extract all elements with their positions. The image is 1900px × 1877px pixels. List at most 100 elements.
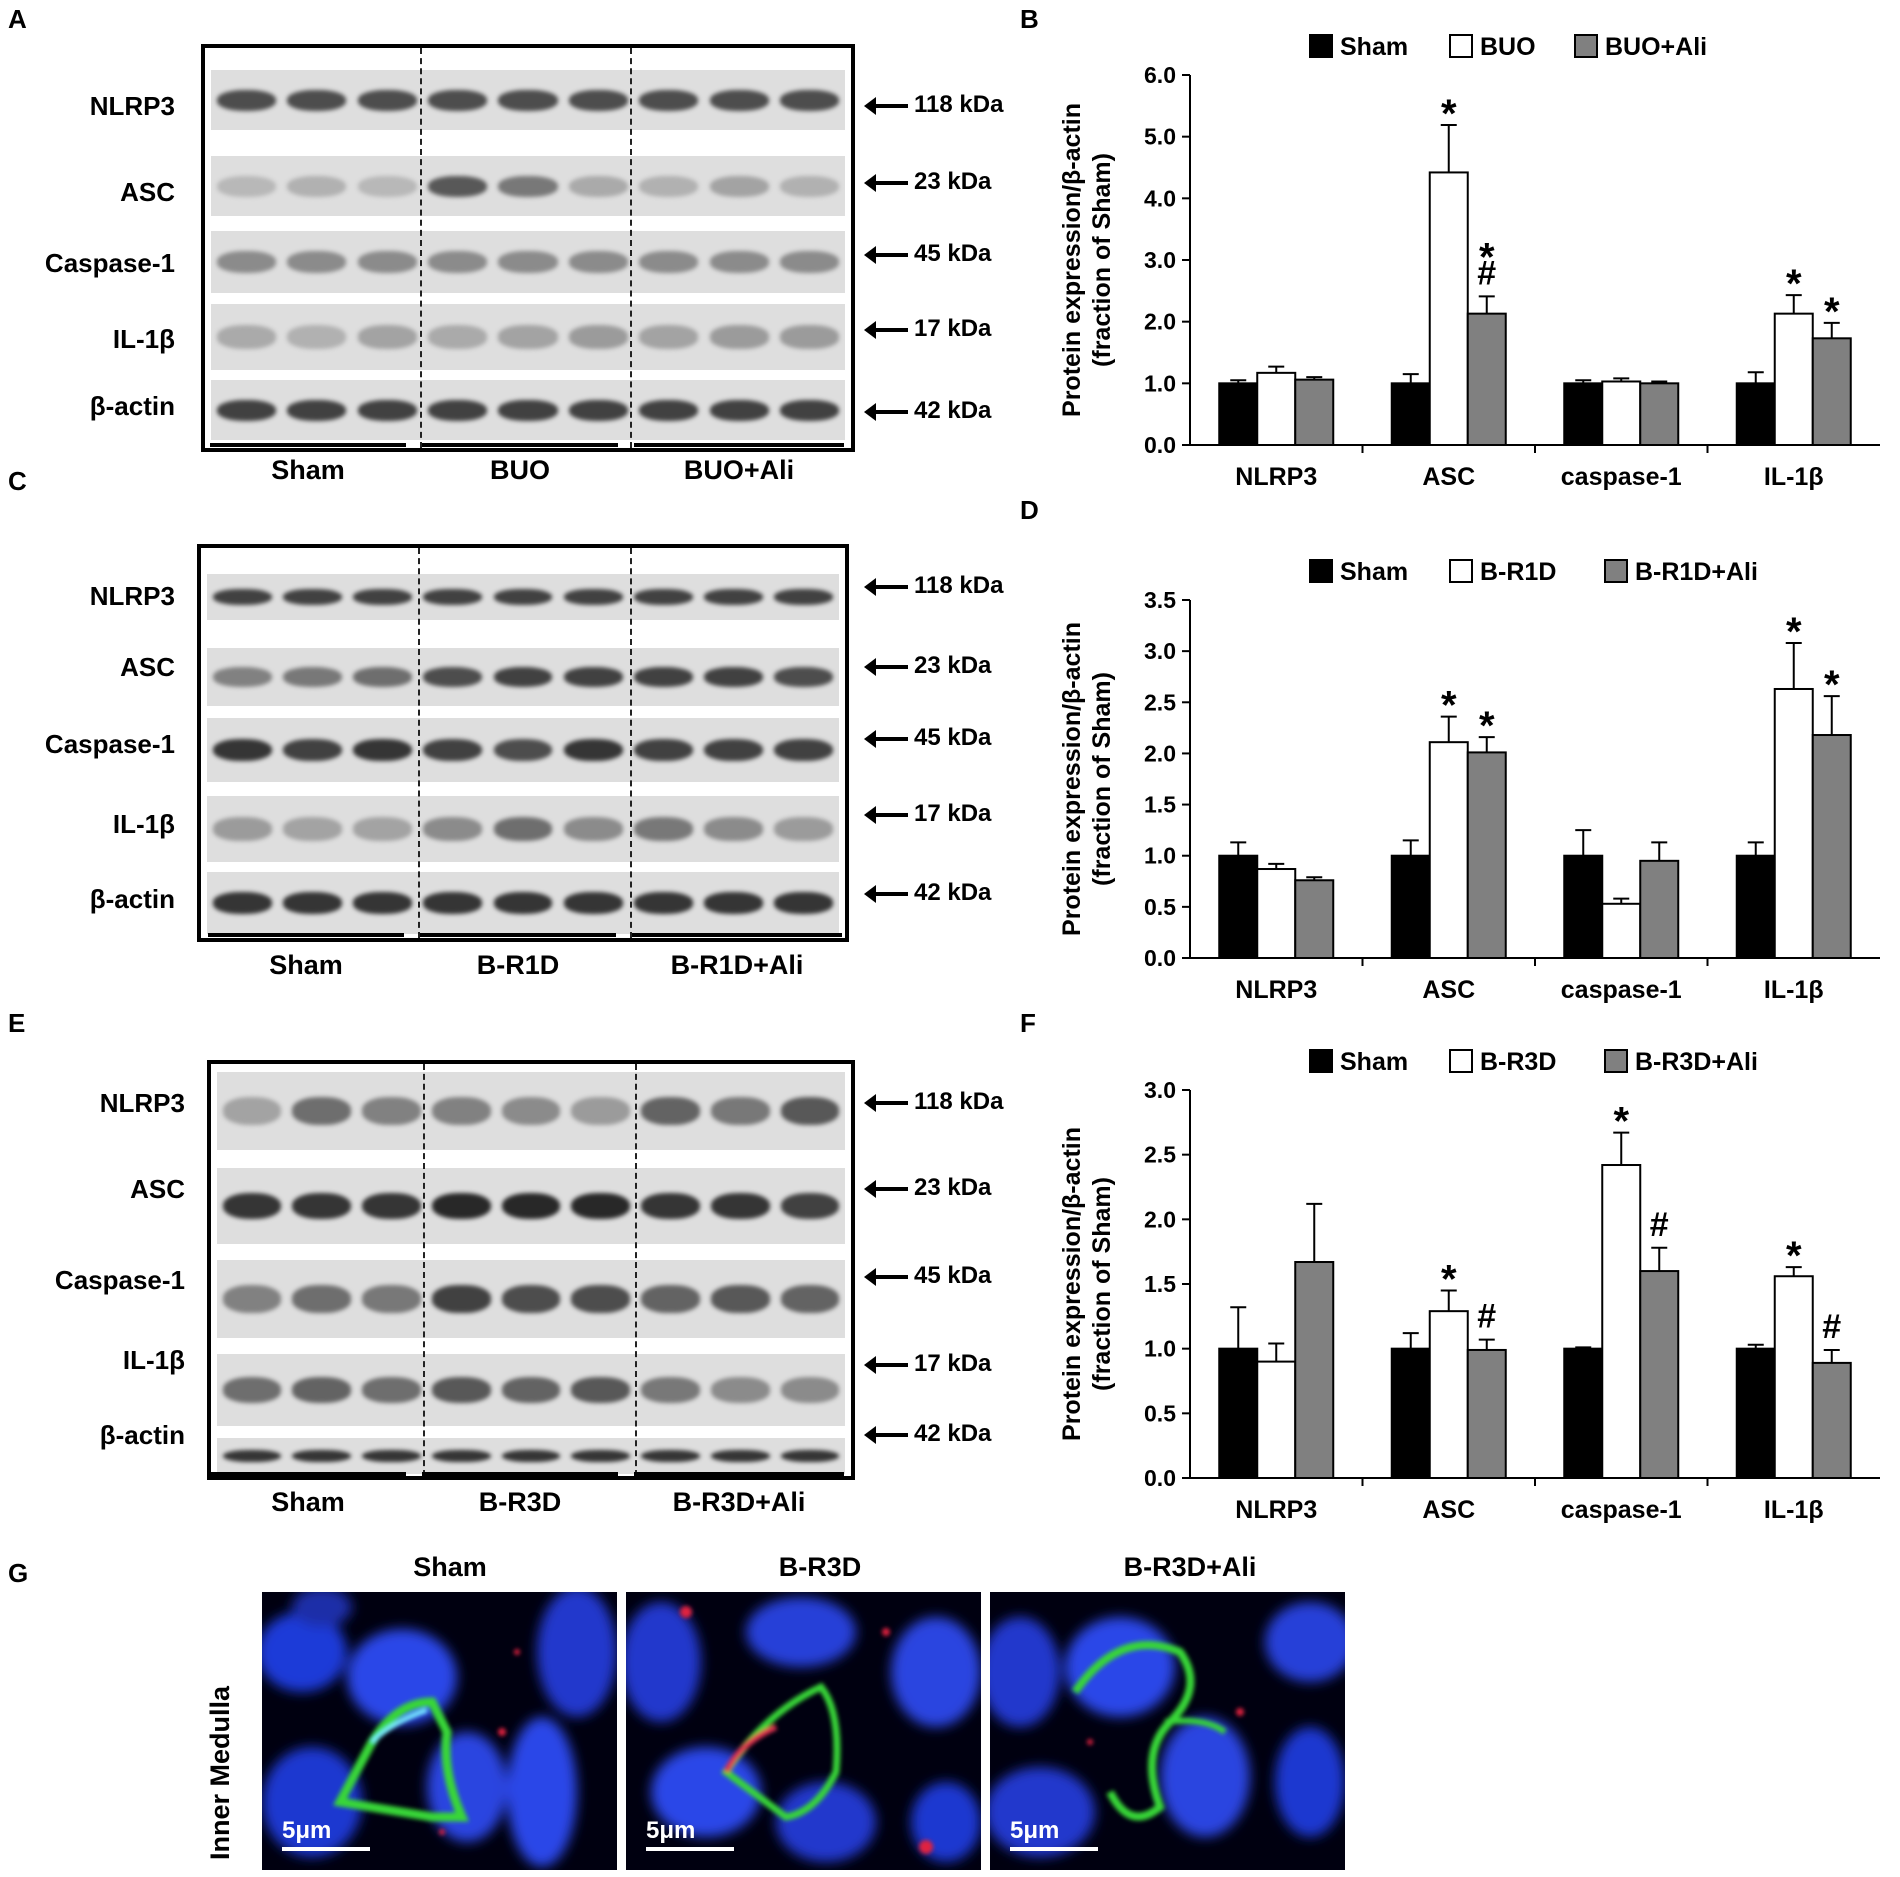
blot-band [639,325,699,349]
blot-band [571,1377,631,1403]
blot-band [780,399,840,421]
blot-band [568,399,629,421]
blot-band [780,1192,840,1220]
blot-band [641,1449,700,1463]
group-label-b-r3d: B-R3D [478,1487,562,1517]
arrow-left-icon [864,657,908,676]
blot-band [431,1377,491,1403]
scale-bar: 5μm [1010,1817,1098,1851]
group-line [632,933,842,937]
blot-band [704,892,764,914]
row-label-asc: ASC [120,177,175,207]
bar-chart-b: Protein expression/β-actin(fraction of S… [1058,33,1880,490]
bar [1735,854,1776,960]
blot-band [639,251,699,273]
y-tick-label: 3.0 [1144,1077,1176,1103]
kda-marker: 45 kDa [864,240,991,268]
bar [1466,312,1507,446]
blot-band [493,666,553,688]
row-label-il-1b: IL-1β [112,809,175,839]
x-category-label: IL-1β [1764,463,1824,490]
y-tick-label: 0.0 [1144,432,1176,458]
legend-label: B-R3D+Ali [1635,1048,1758,1076]
row-label-beta-actin: β-actin [99,1420,185,1450]
scale-bar-line [646,1847,734,1851]
bar [1390,382,1431,447]
y-tick-label: 3.5 [1144,587,1176,613]
scale-bar: 5μm [282,1817,370,1851]
arrow-left-icon [864,1355,908,1374]
bar [1773,687,1814,959]
blot-band [212,817,272,841]
bar [1563,1347,1604,1479]
significance-marker: # [1477,1298,1496,1336]
bar [1639,1270,1680,1479]
arrow-left-icon [864,884,908,903]
blot-band [641,1097,700,1125]
blot-band [774,817,834,841]
blot-band [431,1192,491,1220]
bar [1294,378,1335,446]
significance-marker: # [1477,254,1496,292]
row-label-nlrp3: NLRP3 [89,91,175,121]
blot-band [633,588,693,606]
blot-band [362,1285,421,1313]
x-category-label: ASC [1422,463,1475,490]
blot-band [498,399,558,421]
blot-band [362,1097,421,1125]
scale-bar: 5μm [646,1817,734,1851]
bar [1218,854,1259,960]
kda-marker: 23 kDa [864,168,991,196]
legend-swatch [1604,1049,1628,1073]
y-tick-label: 0.5 [1144,894,1176,920]
group-label-b-r3d-ali: B-R3D+Ali [672,1487,806,1517]
blot-band [493,738,553,762]
blot-band [501,1192,561,1220]
row-label-il-1b: IL-1β [112,324,175,354]
blot-band [780,1377,840,1403]
blot-band [222,1285,282,1313]
blot-band [362,1192,421,1220]
blot-band [287,89,347,111]
blot-band [641,1285,700,1313]
side-label-inner-medulla: Inner Medulla [205,1685,235,1860]
blot-band [427,175,488,197]
y-tick-label: 6.0 [1144,62,1176,88]
panel-letter-a: A [8,4,27,34]
y-tick-label: 2.0 [1144,309,1176,335]
blot-band [498,251,558,273]
bar [1639,859,1680,960]
bar [1811,1361,1852,1480]
row-label-nlrp3: NLRP3 [99,1088,185,1118]
blot-band [282,588,342,606]
panel-letter-d: D [1020,495,1039,525]
arrow-left-icon [864,1093,908,1112]
blot-band [423,738,483,762]
panel-letter-f: F [1020,1008,1036,1038]
group-line [210,1472,406,1476]
legend-swatch [1449,34,1473,58]
legend-label: Sham [1340,558,1408,586]
blot-band [282,892,342,914]
blot-band [498,325,558,349]
x-category-label: NLRP3 [1235,463,1317,490]
kda-marker: 118 kDa [864,572,1003,600]
lane-divider [630,548,632,938]
arrow-left-icon [864,320,908,339]
bar [1735,1347,1776,1479]
blot-strip-asc [217,1168,845,1244]
arrow-left-icon [864,729,908,748]
bar [1428,171,1469,447]
blot-frame [197,544,849,942]
blot-band [222,1097,282,1125]
arrow-left-icon [864,1267,908,1286]
arrow-left-icon [864,1179,908,1198]
micro-title-sham: Sham [413,1552,487,1582]
blot-band [571,1192,631,1220]
row-label-beta-actin: β-actin [89,884,175,914]
blot-band [780,251,840,273]
significance-marker: * [1479,704,1495,748]
blot-band [571,1285,631,1313]
legend-label: BUO+Ali [1605,33,1707,61]
blot-band [282,738,342,762]
